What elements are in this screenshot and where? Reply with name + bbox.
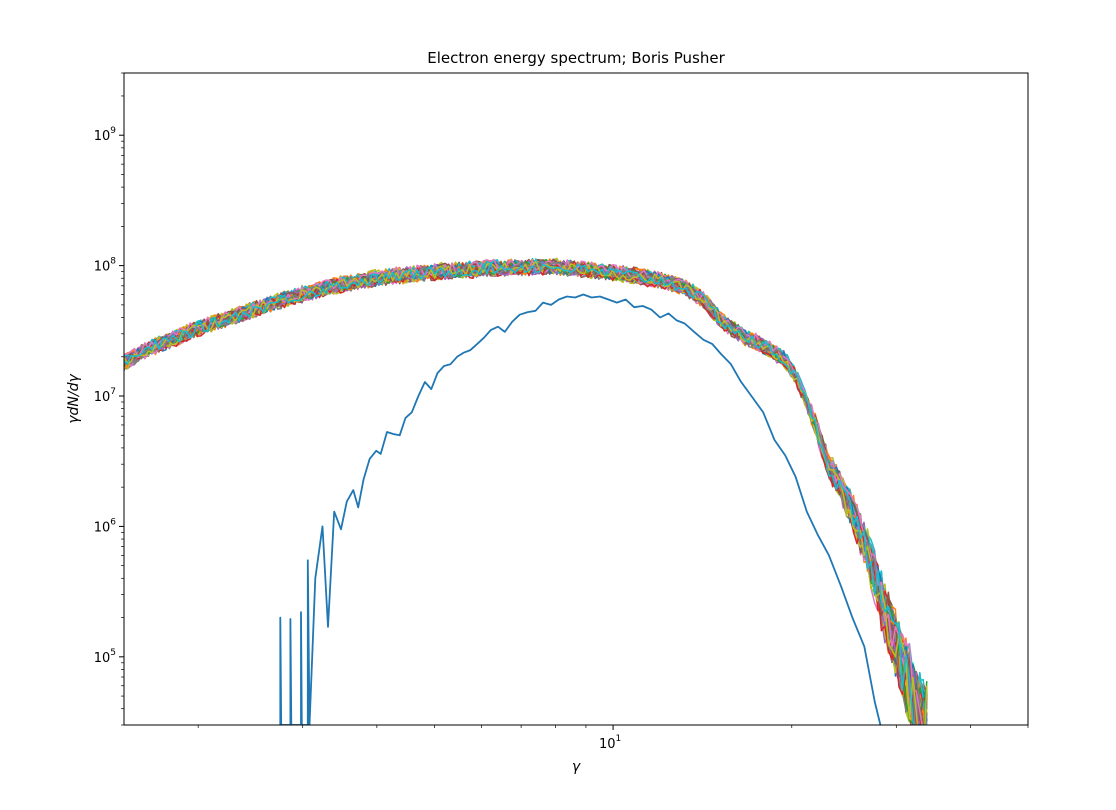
evolved-spectrum-line bbox=[124, 261, 928, 725]
evolved-spectrum-line bbox=[124, 257, 927, 725]
series-layer bbox=[124, 257, 928, 725]
evolved-spectrum-line bbox=[124, 261, 926, 725]
evolved-spectrum-line bbox=[124, 261, 928, 725]
x-tick-label: 101 bbox=[599, 734, 621, 752]
evolved-spectrum-line bbox=[124, 260, 928, 725]
evolved-spectrum-line bbox=[124, 260, 922, 725]
evolved-spectrum-line bbox=[124, 263, 928, 725]
evolved-spectrum-line bbox=[124, 260, 928, 725]
plot-frame bbox=[123, 72, 1029, 726]
evolved-spectrum-line bbox=[124, 261, 928, 725]
evolved-spectrum-line bbox=[124, 258, 928, 725]
evolved-spectrum-line bbox=[124, 262, 927, 725]
evolved-spectrum-line bbox=[124, 262, 920, 725]
evolved-spectrum-line bbox=[124, 258, 928, 725]
evolved-spectrum-line bbox=[124, 260, 928, 711]
evolved-spectrum-line bbox=[124, 263, 928, 725]
evolved-spectrum-line bbox=[124, 262, 916, 725]
evolved-spectrum-line bbox=[124, 260, 928, 725]
evolved-spectrum-line bbox=[124, 262, 928, 724]
evolved-spectrum-line bbox=[124, 260, 927, 725]
y-tick-label: 107 bbox=[94, 387, 116, 405]
evolved-spectrum-line bbox=[124, 258, 923, 725]
evolved-spectrum-line bbox=[124, 258, 927, 725]
evolved-spectrum-line bbox=[124, 259, 928, 718]
evolved-spectrum-line bbox=[124, 260, 920, 725]
x-axis-label: γ bbox=[572, 759, 581, 775]
evolved-spectrum-line bbox=[124, 261, 928, 725]
y-tick-label: 109 bbox=[94, 126, 117, 144]
initial-spectrum-line bbox=[279, 293, 882, 725]
y-tick-label: 105 bbox=[94, 648, 116, 666]
evolved-spectrum-line bbox=[124, 259, 928, 725]
evolved-spectrum-line bbox=[124, 259, 928, 715]
evolved-spectrum-line bbox=[124, 258, 925, 725]
evolved-spectrum-line bbox=[124, 259, 926, 725]
y-axis-label: γdN/dγ bbox=[66, 374, 82, 424]
evolved-spectrum-line bbox=[124, 261, 928, 725]
evolved-spectrum-line bbox=[124, 260, 928, 725]
x-axis-ticks: 101 bbox=[197, 725, 1029, 752]
evolved-spectrum-line bbox=[124, 258, 922, 725]
evolved-spectrum-line bbox=[124, 264, 916, 725]
evolved-spectrum-line bbox=[124, 259, 926, 725]
evolved-spectrum-line bbox=[124, 260, 927, 725]
y-tick-label: 108 bbox=[94, 257, 117, 275]
evolved-spectrum-line bbox=[124, 258, 928, 721]
evolved-spectrum-line bbox=[124, 261, 928, 725]
y-axis-ticks: 105 106 107 108 109 bbox=[94, 72, 124, 726]
evolved-spectrum-line bbox=[124, 260, 921, 725]
chart-title: Electron energy spectrum; Boris Pusher bbox=[427, 49, 725, 67]
evolved-spectrum-line bbox=[124, 259, 928, 725]
y-tick-label: 106 bbox=[94, 517, 117, 535]
evolved-spectrum-line bbox=[124, 257, 928, 725]
evolved-spectrum-line bbox=[124, 261, 927, 725]
evolved-spectrum-line bbox=[124, 261, 928, 723]
evolved-spectrum-line bbox=[124, 261, 928, 725]
evolved-spectrum-line bbox=[124, 257, 928, 713]
evolved-spectrum-line bbox=[124, 262, 928, 725]
evolved-spectrum-line bbox=[124, 262, 928, 725]
